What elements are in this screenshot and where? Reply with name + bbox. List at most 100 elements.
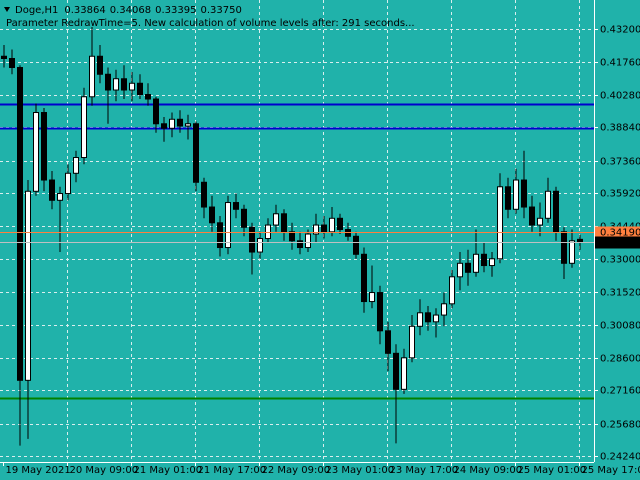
header-close: 0.33750	[200, 5, 241, 16]
x-tick-label: 20 May 09:00	[70, 465, 139, 476]
candle-body	[57, 193, 63, 201]
candle-body	[529, 206, 535, 226]
y-tick-label: 0.40280	[600, 91, 640, 102]
candle-body	[41, 112, 47, 181]
y-tick-label: 0.30080	[600, 321, 640, 332]
candle-body	[425, 312, 431, 323]
candle-body	[137, 82, 143, 96]
candle-body	[177, 118, 183, 127]
candle-body	[457, 262, 463, 278]
candle-body	[169, 118, 175, 129]
ask-label: 0.34190	[600, 228, 640, 239]
candle-body	[9, 58, 15, 69]
candle-body	[545, 190, 551, 219]
y-tick-label: 0.24240	[600, 452, 640, 463]
candle-body	[465, 262, 471, 273]
candle-body	[129, 82, 135, 91]
x-tick-label: 19 May 2021	[6, 465, 71, 476]
candle-body	[65, 172, 71, 195]
candle-body	[505, 186, 511, 210]
candle-body	[441, 303, 447, 316]
candle-body	[289, 231, 295, 242]
candle-body	[145, 94, 151, 100]
candle-body	[89, 55, 95, 98]
candle-body	[273, 213, 279, 226]
candle-body	[249, 226, 255, 253]
candle-body	[25, 190, 31, 381]
y-tick-label: 0.38840	[600, 123, 640, 134]
candle-body	[521, 179, 527, 208]
candle-body	[377, 292, 383, 332]
x-tick-label: 25 May 17:00	[582, 465, 640, 476]
header-high: 0.34068	[110, 5, 151, 16]
candle-body	[569, 240, 575, 264]
candle-body	[217, 222, 223, 249]
ask-label-box	[595, 226, 640, 239]
y-tick-label: 0.31520	[600, 288, 640, 299]
candle-body	[473, 253, 479, 273]
candle-body	[225, 202, 231, 249]
candle-body	[265, 224, 271, 240]
candle-body	[121, 78, 127, 91]
candle-body	[313, 224, 319, 235]
candle-body	[497, 186, 503, 260]
candle-body	[553, 190, 559, 233]
bid-label-box	[595, 236, 640, 249]
candle-body	[361, 253, 367, 303]
candle-body	[369, 292, 375, 303]
header-low: 0.33395	[155, 5, 196, 16]
candle-body	[353, 235, 359, 255]
candle-body	[201, 181, 207, 208]
symbol-header: Doge,H1 0.33864 0.34068 0.33395 0.33750	[15, 5, 242, 16]
candle-body	[281, 213, 287, 233]
candle-body	[537, 217, 543, 226]
candle-body	[577, 238, 583, 243]
candle-body	[153, 98, 159, 125]
candle-body	[385, 330, 391, 354]
y-tick-label: 0.25680	[600, 420, 640, 431]
candle-body	[105, 73, 111, 91]
candle-body	[161, 123, 167, 129]
candle-body	[337, 217, 343, 231]
candle-body	[393, 352, 399, 390]
candle-body	[417, 312, 423, 327]
candle-body	[209, 206, 215, 224]
candle-body	[321, 224, 327, 233]
candle-body	[81, 96, 87, 159]
candle-body	[33, 112, 39, 192]
candle-body	[297, 240, 303, 249]
symbol: Doge,H1	[15, 5, 58, 16]
candle-body	[409, 325, 415, 359]
candle-body	[513, 179, 519, 210]
candle-body	[17, 67, 23, 381]
candle-body	[401, 357, 407, 390]
candle-body	[305, 233, 311, 249]
x-tick-label: 21 May 01:00	[134, 465, 203, 476]
candle-body	[433, 314, 439, 323]
candle-body	[113, 78, 119, 91]
candle-body	[329, 217, 335, 233]
x-tick-label: 21 May 17:00	[198, 465, 267, 476]
candle-body	[97, 55, 103, 75]
x-tick-label: 23 May 17:00	[390, 465, 459, 476]
candle-body	[49, 179, 55, 201]
candle-body	[73, 157, 79, 174]
candle-body	[561, 231, 567, 264]
candle-body	[489, 258, 495, 267]
x-tick-label: 24 May 09:00	[454, 465, 523, 476]
candle-body	[241, 208, 247, 228]
x-tick-label: 22 May 09:00	[262, 465, 331, 476]
indicator-message: Parameter RedrawTime=5. New calculation …	[6, 18, 415, 29]
candle-body	[481, 253, 487, 267]
y-tick-label: 0.41760	[600, 58, 640, 69]
y-tick-label: 0.35920	[600, 189, 640, 200]
y-tick-label: 0.37360	[600, 157, 640, 168]
candle-body	[193, 123, 199, 183]
candle-body	[1, 55, 7, 60]
candle-body	[185, 123, 191, 127]
candle-body	[233, 202, 239, 210]
x-tick-label: 23 May 01:00	[326, 465, 395, 476]
menu-arrow[interactable]	[4, 7, 10, 12]
